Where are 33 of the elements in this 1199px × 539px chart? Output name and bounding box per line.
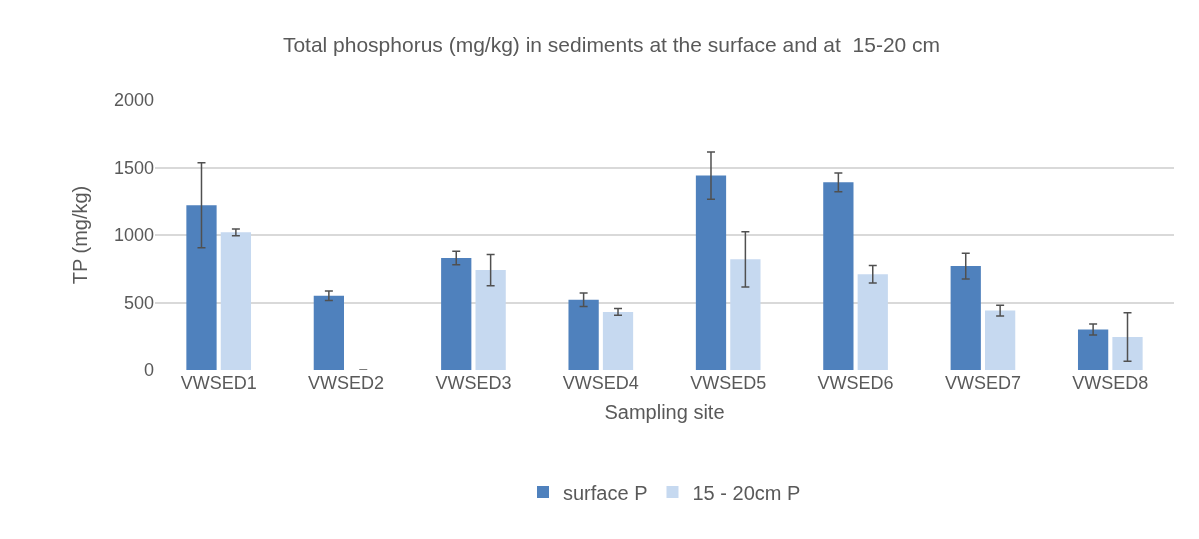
bar [730, 259, 761, 370]
bar [220, 232, 252, 370]
y-tick-label: 1000 [113, 225, 154, 246]
bar [441, 257, 472, 370]
bar [1077, 329, 1109, 370]
y-tick-label: 0 [143, 360, 154, 381]
y-tick-label: 2000 [113, 90, 154, 111]
x-tick-label: VWSED8 [1072, 373, 1149, 393]
bar [695, 175, 727, 370]
bar [857, 274, 888, 370]
x-tick-label: VWSED4 [562, 373, 639, 393]
x-tick-label: VWSED7 [944, 373, 1021, 393]
bar [985, 310, 1016, 370]
legend-label: surface P [563, 481, 648, 504]
bar [475, 270, 506, 370]
x-tick-label: VWSED1 [180, 373, 257, 393]
x-tick-label: VWSED6 [817, 373, 894, 393]
x-axis-title: Sampling site [604, 400, 725, 423]
x-tick-label: VWSED2 [308, 373, 385, 393]
bar [602, 311, 634, 370]
x-tick-label: VWSED3 [435, 373, 512, 393]
legend-label: 15 - 20cm P [692, 481, 801, 504]
x-tick-label: VWSED5 [690, 373, 767, 393]
y-tick-label: 500 [123, 292, 154, 313]
bar [313, 295, 344, 370]
bar [568, 299, 599, 370]
y-axis-title: TP (mg/kg) [69, 185, 92, 285]
y-tick-label: 1500 [113, 157, 154, 178]
bar [950, 266, 981, 370]
bar [1112, 336, 1143, 370]
bar [823, 182, 854, 370]
bar [186, 205, 217, 370]
chart-title: Total phosphorus (mg/kg) in sediments at the surface and at 15-20 cm [282, 33, 941, 57]
